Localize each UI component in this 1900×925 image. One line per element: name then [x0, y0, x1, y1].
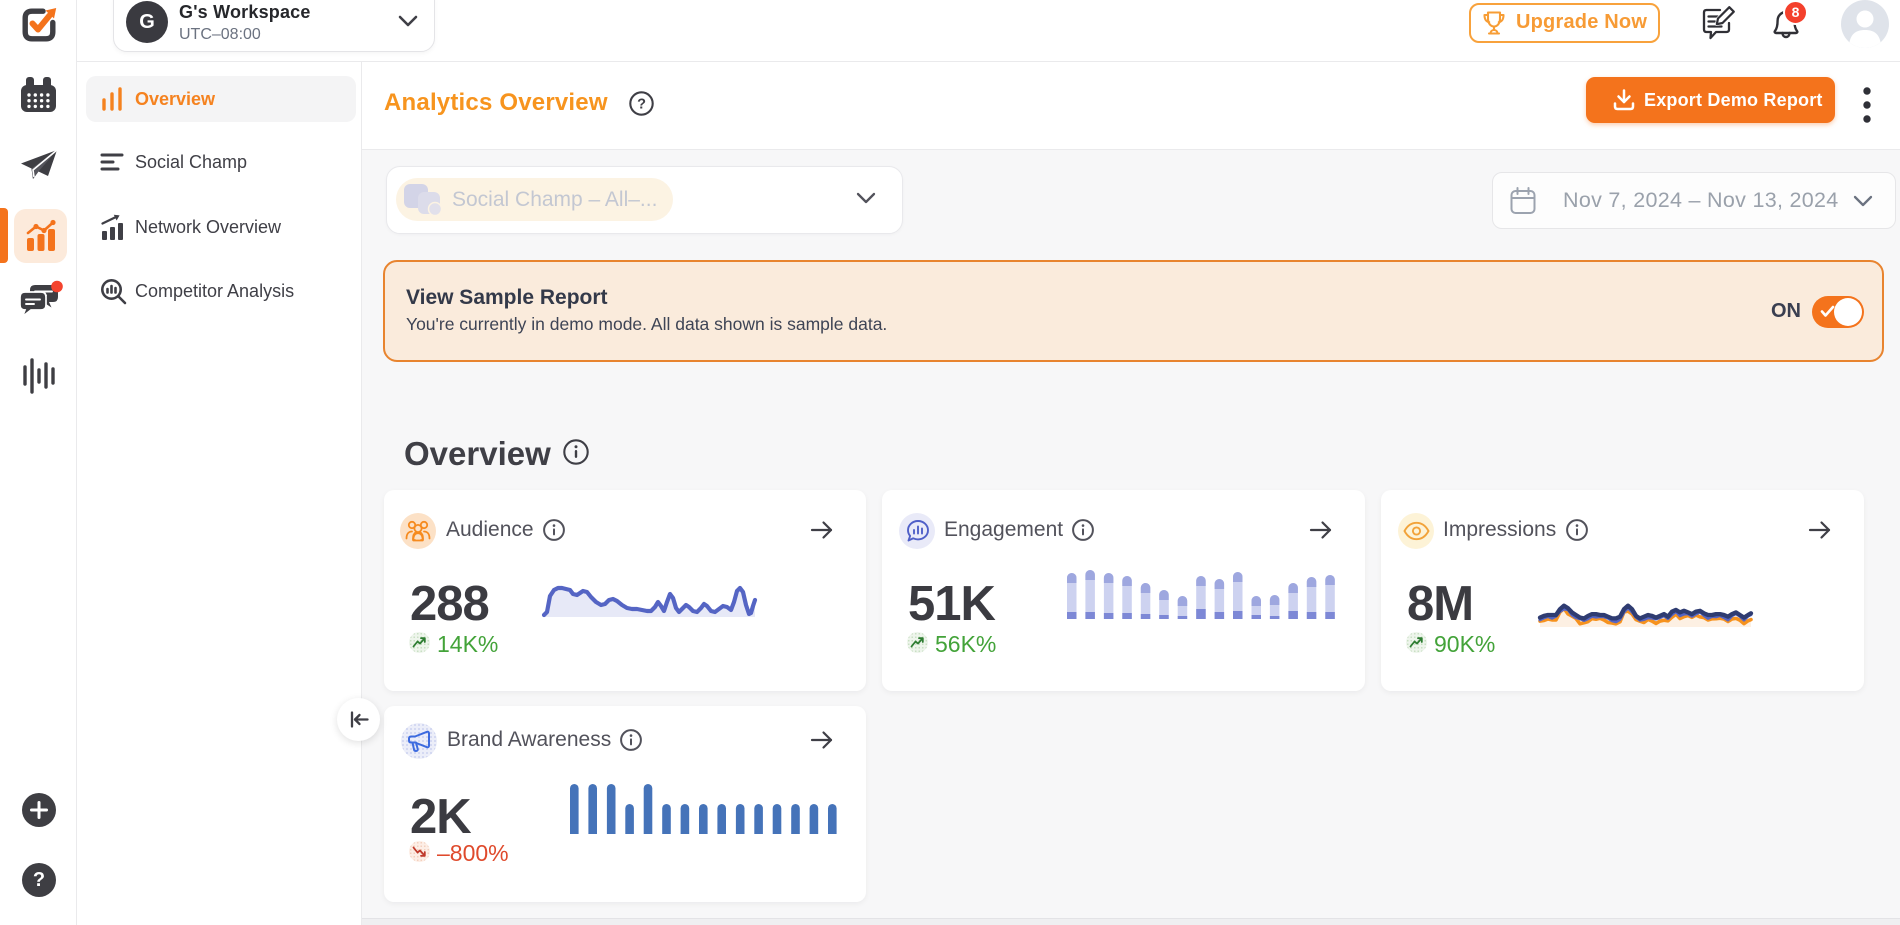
svg-text:?: ?	[637, 97, 646, 113]
